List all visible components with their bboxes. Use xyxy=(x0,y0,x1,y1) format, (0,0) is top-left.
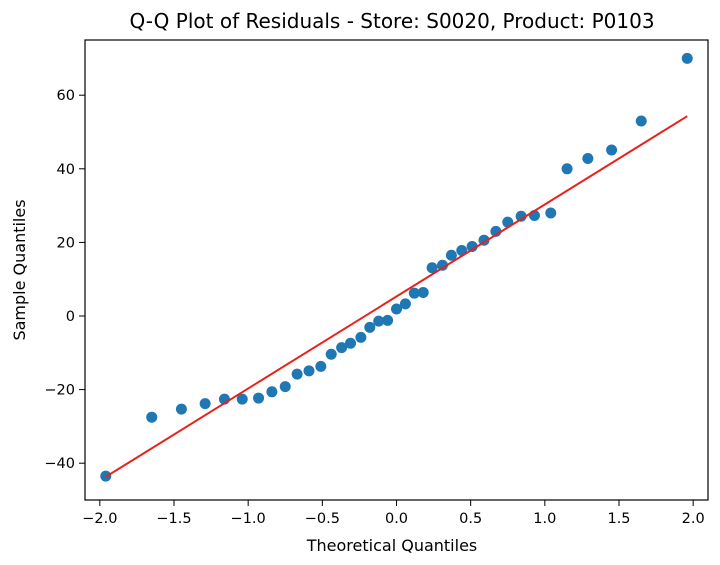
data-point xyxy=(253,392,265,404)
y-tick-label: 40 xyxy=(57,162,75,178)
data-point xyxy=(146,411,158,423)
x-tick-label: 0.5 xyxy=(459,511,482,527)
x-axis-label: Theoretical Quantiles xyxy=(306,536,478,555)
data-point xyxy=(364,321,376,333)
data-point xyxy=(391,303,402,315)
data-point xyxy=(399,298,411,310)
y-axis-label: Sample Quantiles xyxy=(10,199,29,340)
y-tick-label: 20 xyxy=(57,235,75,251)
data-point xyxy=(561,163,573,175)
axes-frame xyxy=(84,39,709,501)
x-tick-label: 1.5 xyxy=(607,511,630,527)
x-tick-label: 1.0 xyxy=(533,511,556,527)
data-point xyxy=(426,262,438,274)
data-point xyxy=(266,386,278,398)
data-point xyxy=(408,287,420,299)
data-point xyxy=(545,207,557,219)
x-tick-label: −0.5 xyxy=(305,511,340,527)
data-point xyxy=(606,144,618,156)
data-point xyxy=(303,365,315,377)
reference-line xyxy=(105,115,688,478)
data-point xyxy=(279,381,291,393)
y-tick-label: 60 xyxy=(57,88,75,104)
data-point xyxy=(236,393,248,405)
data-point xyxy=(582,152,594,164)
data-point xyxy=(325,348,337,360)
y-axis-ticks: −40 −20 0 20 40 60 xyxy=(44,88,85,472)
data-point xyxy=(382,314,394,326)
data-point xyxy=(336,342,348,354)
x-tick-label: −1.5 xyxy=(156,511,191,527)
data-point xyxy=(175,403,187,415)
data-point xyxy=(515,210,527,222)
data-point xyxy=(199,398,211,410)
x-tick-label: 2.0 xyxy=(682,511,705,527)
data-point xyxy=(681,52,693,64)
y-tick-label: −40 xyxy=(44,456,75,472)
x-tick-label: −2.0 xyxy=(82,511,117,527)
data-point xyxy=(291,368,303,380)
data-point xyxy=(417,286,429,298)
data-point xyxy=(345,337,357,349)
data-point xyxy=(315,360,327,372)
data-point xyxy=(373,315,385,327)
data-point xyxy=(445,249,457,261)
data-point xyxy=(635,115,647,127)
data-point xyxy=(466,240,478,252)
y-tick-label: −20 xyxy=(44,383,75,399)
data-point xyxy=(436,259,448,271)
x-tick-label: −1.0 xyxy=(231,511,266,527)
data-point xyxy=(355,331,367,343)
x-tick-label: 0.0 xyxy=(385,511,408,527)
x-axis-ticks: −2.0 −1.5 −1.0 −0.5 0.0 0.5 1.0 1.5 2.0 xyxy=(82,500,705,527)
plot-area xyxy=(100,52,693,482)
chart-title: Q-Q Plot of Residuals - Store: S0020, Pr… xyxy=(129,9,654,33)
y-tick-label: 0 xyxy=(66,309,75,325)
